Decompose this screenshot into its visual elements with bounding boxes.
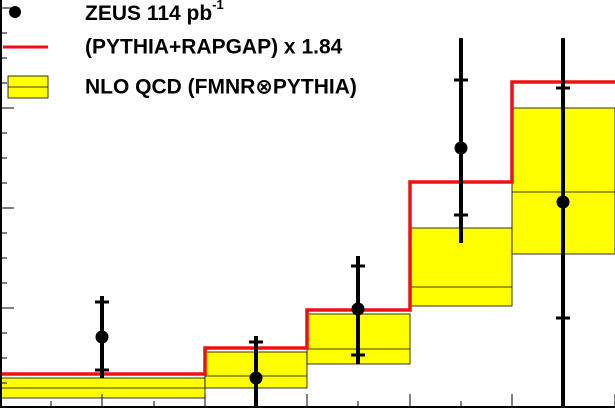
legend-label: (PYTHIA+RAPGAP) x 1.84 bbox=[85, 36, 343, 59]
legend-label-text: ZEUS 114 pb bbox=[85, 2, 212, 25]
legend-label: NLO QCD (FMNR⊗PYTHIA) bbox=[85, 76, 357, 99]
data-point bbox=[351, 302, 365, 316]
data-point bbox=[454, 141, 468, 155]
data-point bbox=[95, 330, 109, 344]
legend-label: ZEUS 114 pb-1 bbox=[85, 0, 224, 25]
legend: ZEUS 114 pb-1 (PYTHIA+RAPGAP) x 1.84 NLO… bbox=[3, 0, 357, 99]
legend-label-sup: -1 bbox=[212, 0, 224, 12]
legend-marker bbox=[9, 6, 21, 18]
data-point bbox=[249, 371, 263, 385]
data-point bbox=[556, 195, 570, 209]
